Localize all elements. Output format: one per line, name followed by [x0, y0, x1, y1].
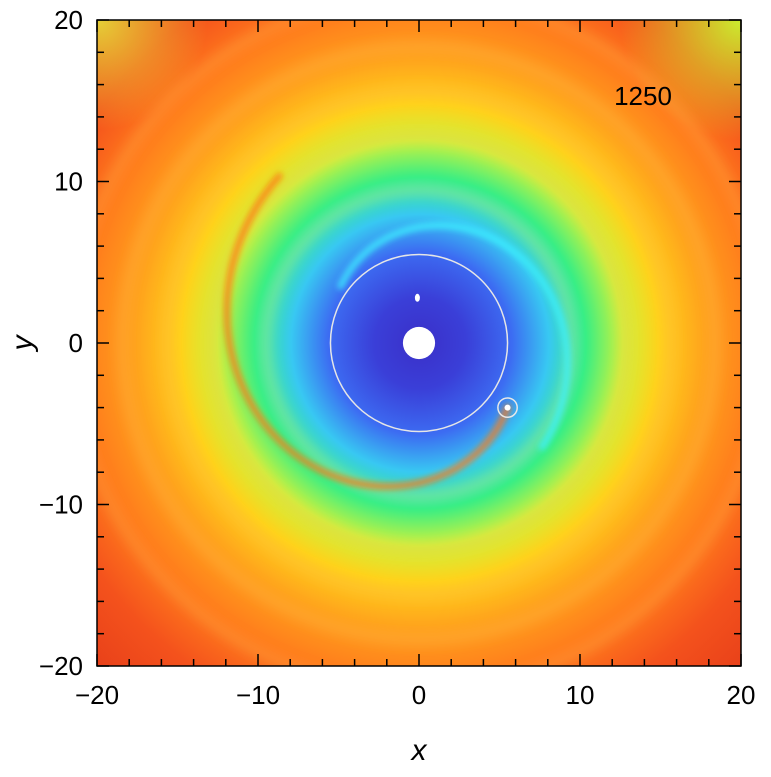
planet-orbit: [329, 253, 509, 433]
density-ring: [163, 87, 675, 599]
x-tick-label: −20: [75, 680, 119, 710]
x-tick-label: 20: [727, 680, 756, 710]
x-tick-label: −10: [236, 680, 280, 710]
y-tick-label: 0: [69, 328, 83, 358]
planet-hill-sphere: [497, 397, 518, 419]
x-axis-label: x: [410, 734, 428, 767]
planet: [504, 404, 511, 411]
density-ring: [208, 132, 630, 554]
density-ring: [118, 42, 720, 644]
axis-ticks: [96, 19, 742, 667]
x-tick-label: 10: [566, 680, 595, 710]
y-tick-label: −20: [39, 651, 83, 681]
spiral-arms: [223, 172, 571, 490]
tick-labels: −20 −10 0 10 20 −20 −10 0 10 20: [39, 5, 756, 710]
satellite: [414, 293, 420, 302]
time-annotation: 1250: [614, 81, 672, 111]
spiral-arm: [223, 172, 512, 490]
spiral-arm: [337, 221, 571, 451]
y-axis-label: y: [6, 334, 39, 353]
x-tick-label: 0: [412, 680, 426, 710]
y-tick-label: −10: [39, 490, 83, 520]
y-tick-label: 10: [54, 167, 83, 197]
y-tick-label: 20: [54, 5, 83, 35]
density-ring: [261, 185, 577, 501]
central-star: [402, 326, 436, 360]
density-rings: [97, 20, 741, 666]
